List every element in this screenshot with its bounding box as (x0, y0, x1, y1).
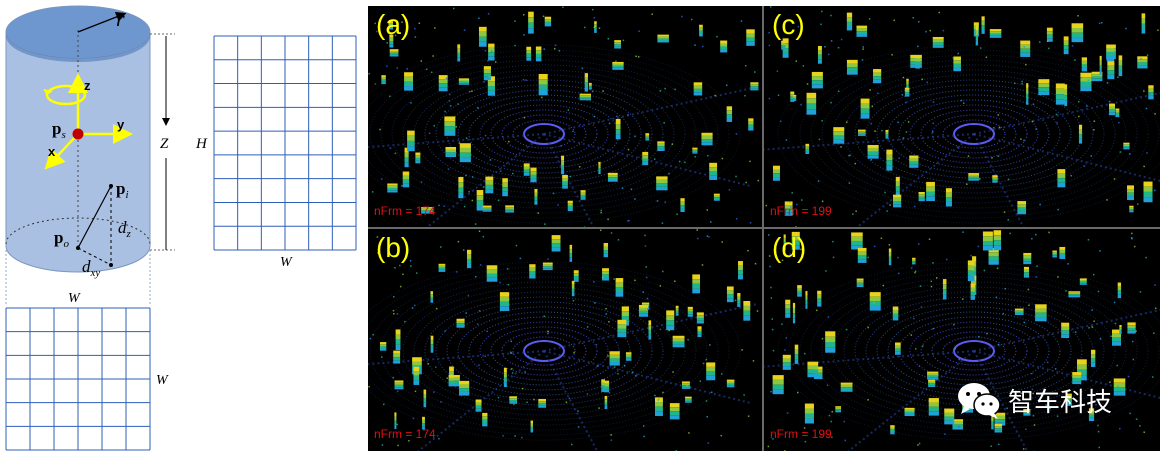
panel-b: (b) nFrm = 174 (368, 229, 764, 451)
frame-label-d: nFrm = 199 (770, 427, 832, 441)
panel-label-c: (c) (772, 8, 805, 42)
point-cloud-panels: (a) nFrm = 174 (b) nFrm = 174 (c) nFrm =… (368, 6, 1160, 451)
panel-label-b: (b) (376, 231, 410, 265)
z-axis-label: z (84, 78, 91, 93)
W-cylinder-label: W (68, 291, 81, 306)
watermark-text: 智车科技 (1008, 382, 1112, 419)
projection-diagram: r z y x ps pi po dz dxy (0, 0, 368, 451)
frame-label-a: nFrm = 174 (374, 204, 436, 218)
range-image-grid (214, 36, 356, 250)
watermark: 智车科技 (956, 380, 1112, 420)
frame-label-b: nFrm = 174 (374, 427, 436, 441)
projection-diagram-svg: r z y x ps pi po dz dxy (0, 0, 368, 451)
panel-label-a: (a) (376, 8, 410, 42)
panel-label-d: (d) (772, 231, 806, 265)
bev-grid (6, 308, 150, 450)
panel-divider-horizontal (368, 227, 1160, 229)
panel-a: (a) nFrm = 174 (368, 6, 764, 228)
x-axis-label: x (48, 144, 56, 159)
W-grid-right-label: W (280, 255, 293, 270)
point-cloud-b (368, 229, 764, 451)
wechat-icon (956, 380, 1002, 420)
r-label: r (116, 6, 125, 31)
point-cloud-c (764, 6, 1160, 228)
frame-label-c: nFrm = 199 (770, 204, 832, 218)
H-label: H (195, 136, 208, 152)
y-axis-label: y (117, 117, 125, 132)
point-cloud-a (368, 6, 764, 228)
W-grid-bottom-label: W (156, 373, 169, 388)
sensor-origin-point (73, 129, 84, 140)
Z-label: Z (160, 136, 169, 152)
panel-c: (c) nFrm = 199 (764, 6, 1160, 228)
